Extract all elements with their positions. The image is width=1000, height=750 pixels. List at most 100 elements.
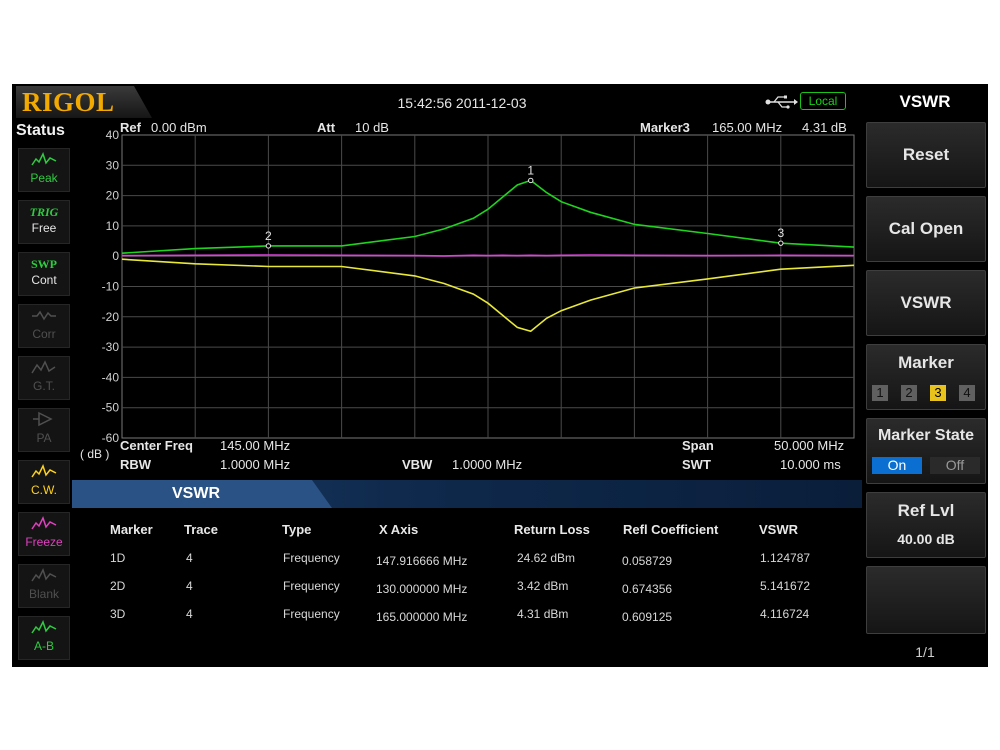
cell: Frequency [283,579,340,593]
cell: 4 [186,607,193,621]
marker-state-off[interactable]: Off [930,457,980,474]
cell: 0.674356 [622,582,673,596]
cell: 5.141672 [760,579,811,593]
peak-icon [31,152,57,166]
marker-option-2[interactable]: 2 [901,385,917,401]
trace-line-3 [121,254,855,257]
y-tick-label: -50 [102,401,120,415]
cell: 130.000000 MHz [376,582,468,596]
unit-label: ( dB ) [80,447,110,461]
col-return-loss: Return Loss [514,522,590,537]
y-tick-label: 0 [112,249,119,263]
status-freeze[interactable]: Freeze [18,512,70,556]
y-tick-label: -20 [102,310,120,324]
page-indicator: 1/1 [915,644,935,660]
status-blank[interactable]: Blank [18,564,70,608]
cell: 4 [186,579,193,593]
freeze-icon [31,516,57,530]
menu-title: VSWR [899,92,951,111]
trace-line-2 [121,258,855,333]
cell: 165.000000 MHz [376,610,468,624]
status-swp[interactable]: SWP Cont [18,252,70,296]
ab-icon [31,620,57,634]
cell: 4.31 dBm [517,607,569,621]
empty-softkey[interactable] [866,566,986,634]
trace-chart: 40 30 20 10 0 -10 -20 -30 -40 -50 -60 1 2 3 [102,128,855,445]
status-ab-label: A-B [33,639,54,653]
center-freq-value: 145.00 MHz [220,438,291,453]
ref-lvl-button[interactable]: Ref Lvl 40.00 dB [866,492,986,558]
spectrum-plot[interactable]: Ref 0.00 dBm Att 10 dB Marker3 165.00 MH… [72,120,862,485]
cw-icon [31,464,57,478]
cell: 24.62 dBm [517,551,576,565]
blank-icon [31,568,57,582]
status-pa[interactable]: PA [18,408,70,452]
marker-label: 2 [265,229,272,243]
marker-select-label: Marker [898,353,954,372]
status-peak-label: Peak [30,171,58,185]
status-pa-label: PA [36,431,52,445]
cal-open-button[interactable]: Cal Open [866,196,986,262]
marker-state-button[interactable]: Marker State On Off [866,418,986,484]
ref-lvl-value: 40.00 dB [897,531,955,547]
y-tick-label: 20 [106,189,120,203]
status-cw[interactable]: C.W. [18,460,70,504]
rbw-label: RBW [120,457,152,472]
col-trace: Trace [184,522,218,537]
reset-button[interactable]: Reset [866,122,986,188]
status-corr[interactable]: Corr [18,304,70,348]
rbw-value: 1.0000 MHz [220,457,291,472]
marker-label: Marker3 [640,120,690,135]
status-freeze-label: Freeze [25,535,63,549]
y-tick-label: 30 [106,158,120,172]
local-badge: Local [800,92,846,110]
vswr-tab[interactable]: VSWR [72,480,332,508]
ref-value: 0.00 dBm [151,120,207,135]
tg-icon [31,360,56,374]
y-tick-label: -40 [102,370,120,384]
cell: 147.916666 MHz [376,554,468,568]
cell: Frequency [283,551,340,565]
vswr-button[interactable]: VSWR [866,270,986,336]
marker-point [265,243,272,249]
status-ab[interactable]: A-B [18,616,70,660]
marker-point [778,240,784,246]
y-tick-label: -60 [102,431,120,445]
status-cw-label: C.W. [31,483,57,497]
marker-label: 1 [527,163,534,177]
marker-option-3[interactable]: 3 [930,385,946,401]
marker-option-4[interactable]: 4 [959,385,975,401]
cell: 1.124787 [760,551,811,565]
pa-icon [33,411,53,427]
status-trig[interactable]: TRIG Free [18,200,70,244]
cell: 2D [110,579,126,593]
status-title: Status [16,122,65,139]
cell: 0.058729 [622,554,673,568]
col-xaxis: X Axis [379,522,419,537]
corr-icon [32,310,56,321]
status-trig-value: Free [31,221,57,235]
y-tick-label: -30 [102,340,120,354]
marker-state-on[interactable]: On [872,457,922,474]
trace-line-1 [121,179,855,254]
cell: Frequency [283,607,340,621]
y-tick-label: 10 [106,219,120,233]
status-trig-label: TRIG [29,205,59,219]
cell: 1D [110,551,126,565]
center-freq-label: Center Freq [120,438,193,453]
cell: 3D [110,607,126,621]
marker-option-1[interactable]: 1 [872,385,888,401]
status-tg[interactable]: G.T. [18,356,70,400]
status-blank-label: Blank [28,587,60,601]
y-tick-label: -10 [102,280,120,294]
swt-label: SWT [682,457,711,472]
span-value: 50.000 MHz [774,438,845,453]
col-vswr: VSWR [759,522,798,537]
status-peak[interactable]: Peak [18,148,70,192]
softkey-menu: VSWR Reset Cal Open VSWR Marker 1 2 3 4 … [862,84,988,667]
marker-freq: 165.00 MHz [712,120,783,135]
cell: 3.42 dBm [517,579,569,593]
ref-lvl-label: Ref Lvl [897,501,955,520]
col-type: Type [282,522,312,537]
marker-state-label: Marker State [877,427,975,444]
